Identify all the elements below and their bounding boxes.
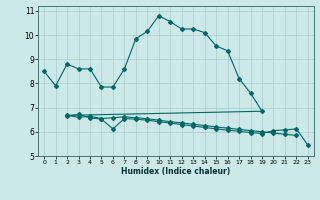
X-axis label: Humidex (Indice chaleur): Humidex (Indice chaleur): [121, 167, 231, 176]
